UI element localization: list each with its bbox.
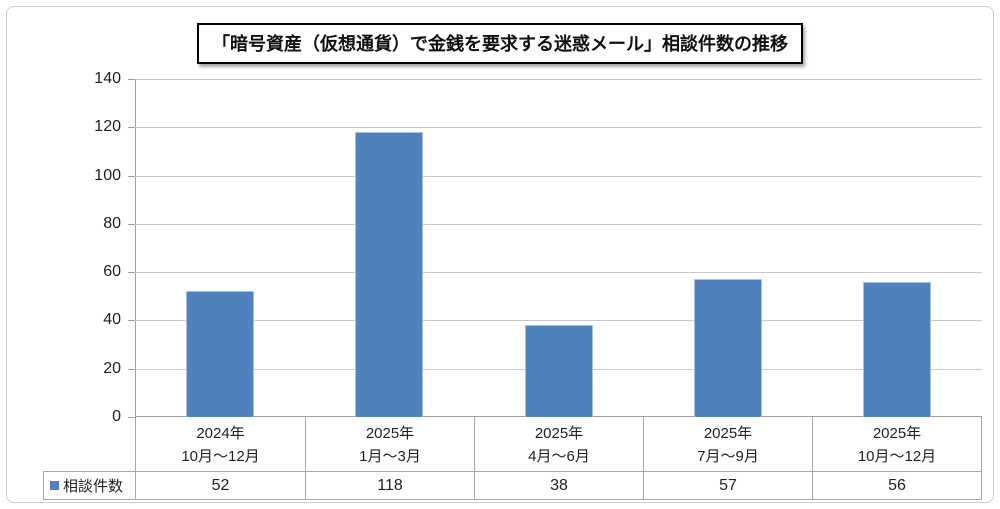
y-axis-tick — [128, 127, 135, 129]
table-header-cell: 2025年 1月～3月 — [305, 417, 474, 471]
data-table: 2024年 10月～12月 2025年 1月～3月 2025年 4月～6月 2025年… — [135, 417, 982, 500]
y-axis-label: 140 — [94, 70, 121, 87]
y-axis-tick — [128, 368, 135, 370]
y-axis-label: 40 — [103, 311, 121, 329]
table-value-cell: 57 — [643, 471, 812, 500]
table-value-cell: 52 — [136, 471, 305, 500]
bar — [185, 291, 254, 417]
bar — [524, 325, 593, 417]
y-axis-tick — [128, 320, 135, 322]
chart-title: 「暗号資産（仮想通貨）で金銭を要求する迷惑メール」相談件数の推移 — [197, 23, 803, 64]
bar — [693, 279, 762, 417]
y-axis-tick — [128, 417, 135, 418]
gridline — [135, 175, 982, 177]
gridline — [135, 79, 982, 80]
y-axis-label: 120 — [94, 118, 121, 136]
gridline — [135, 127, 982, 129]
y-axis-label: 20 — [103, 359, 121, 377]
table-value-cell: 38 — [474, 471, 643, 500]
gridline — [135, 320, 982, 322]
table-value-cell: 56 — [812, 471, 981, 500]
y-axis-tick — [128, 79, 135, 80]
y-axis-label: 60 — [103, 263, 121, 281]
table-header-cell: 2025年 7月～9月 — [643, 417, 812, 471]
y-axis-tick — [128, 223, 135, 225]
table-value-cell: 118 — [305, 471, 474, 500]
gridline — [135, 272, 982, 274]
legend-key-cell: 相談件数 — [43, 471, 136, 500]
y-axis-tick — [128, 175, 135, 177]
chart-frame: 「暗号資産（仮想通貨）で金銭を要求する迷惑メール」相談件数の推移 0 20 40 60… — [6, 6, 994, 503]
table-header-cell: 2024年 10月～12月 — [181, 424, 260, 465]
table-header-cell: 2025年 4月～6月 — [474, 417, 643, 471]
plot-area — [135, 79, 982, 417]
y-axis-label: 100 — [94, 166, 121, 184]
table-header-cell: 2025年 10月～12月 — [812, 417, 981, 471]
y-axis-line — [135, 79, 136, 417]
y-axis-label: 80 — [103, 214, 121, 232]
legend-label: 相談件数 — [63, 478, 124, 495]
bar — [355, 132, 424, 417]
bar — [863, 281, 932, 417]
gridline — [135, 223, 982, 225]
y-axis-label: 0 — [112, 408, 121, 425]
legend-color-swatch — [50, 481, 59, 490]
y-axis-tick — [128, 272, 135, 274]
